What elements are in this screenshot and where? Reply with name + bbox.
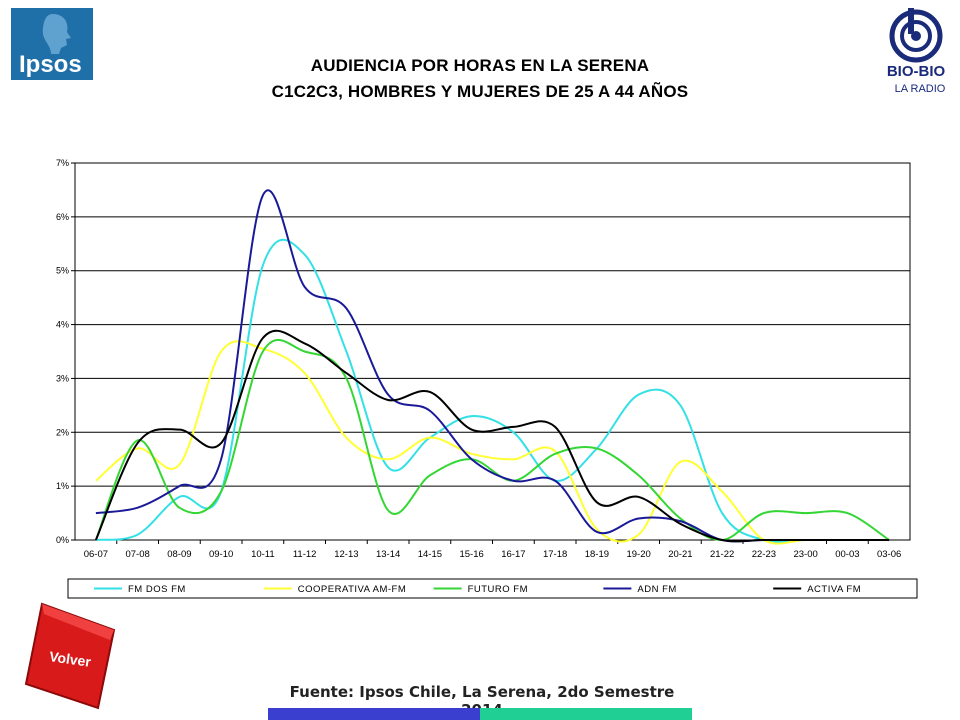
chart-grid: [74, 162, 911, 541]
series-line-1: [95, 340, 890, 545]
x-tick-label: 06-07: [84, 549, 108, 560]
chart-title-line2: C1C2C3, HOMBRES Y MUJERES DE 25 A 44 AÑO…: [271, 82, 689, 101]
legend-label: FUTURO FM: [468, 584, 528, 595]
x-tick-label: 11-12: [293, 549, 317, 560]
footer-bar-blue: [268, 708, 480, 720]
y-tick-label: 0%: [56, 535, 69, 545]
y-tick-label: 2%: [56, 427, 69, 437]
y-tick-label: 1%: [56, 481, 69, 491]
y-tick-label: 5%: [56, 266, 69, 276]
footer-bar-green: [480, 708, 692, 720]
ipsos-logo: Ipsos: [11, 8, 93, 80]
x-tick-label: 16-17: [501, 549, 525, 560]
x-tick-label: 18-19: [585, 549, 609, 560]
series-line-4: [94, 329, 890, 543]
x-tick-label: 17-18: [543, 549, 567, 560]
x-tick-label: 15-16: [459, 549, 483, 560]
x-tick-label: 20-21: [668, 549, 692, 560]
x-tick-label: 12-13: [334, 549, 358, 560]
chart-legend: FM DOS FM COOPERATIVA AM-FM FUTURO FM ADN F…: [67, 578, 918, 599]
legend-label: ACTIVA FM: [807, 584, 861, 595]
x-tick-label: 08-09: [167, 549, 191, 560]
y-tick-label: 4%: [56, 320, 69, 330]
volver-label: Volver: [48, 648, 92, 670]
legend-label: FM DOS FM: [128, 584, 186, 595]
volver-button[interactable]: Volver: [22, 600, 122, 710]
line-chart: 0% 1% 2% 3% 4% 5% 6% 7% 06-07 07-08 08-09 09-10 10-…: [56, 158, 918, 599]
ipsos-logo-text: Ipsos: [19, 51, 82, 78]
legend-label: ADN FM: [637, 584, 676, 595]
legend-box: [67, 578, 918, 599]
y-axis-ticks: 0% 1% 2% 3% 4% 5% 6% 7%: [56, 158, 75, 545]
chart-title-line1: AUDIENCIA POR HORAS EN LA SERENA: [310, 56, 650, 75]
series-line-2: [94, 339, 890, 542]
chart-series: [94, 189, 890, 545]
x-tick-label: 13-14: [376, 549, 400, 560]
legend-label: COOPERATIVA AM-FM: [298, 584, 406, 595]
x-tick-label: 22-23: [752, 549, 776, 560]
plot-area: [74, 162, 911, 541]
x-tick-label: 10-11: [251, 549, 275, 560]
x-tick-label: 03-06: [877, 549, 901, 560]
biobio-logo-text: BIO-BIO: [887, 63, 946, 80]
x-tick-label: 07-08: [125, 549, 149, 560]
x-tick-label: 14-15: [418, 549, 442, 560]
x-axis-ticks: 06-07 07-08 08-09 09-10 10-11 11-12 12-13 13-14…: [84, 540, 901, 560]
y-tick-label: 7%: [56, 158, 69, 168]
biobio-logo: BIO-BIO LA RADIO: [887, 8, 946, 95]
biobio-logo-subtext: LA RADIO: [895, 83, 946, 95]
x-tick-label: 09-10: [209, 549, 233, 560]
x-tick-label: 21-22: [710, 549, 734, 560]
y-tick-label: 6%: [56, 212, 69, 222]
y-tick-label: 3%: [56, 373, 69, 383]
x-tick-label: 00-03: [835, 549, 859, 560]
x-tick-label: 23-00: [793, 549, 817, 560]
x-tick-label: 19-20: [626, 549, 650, 560]
